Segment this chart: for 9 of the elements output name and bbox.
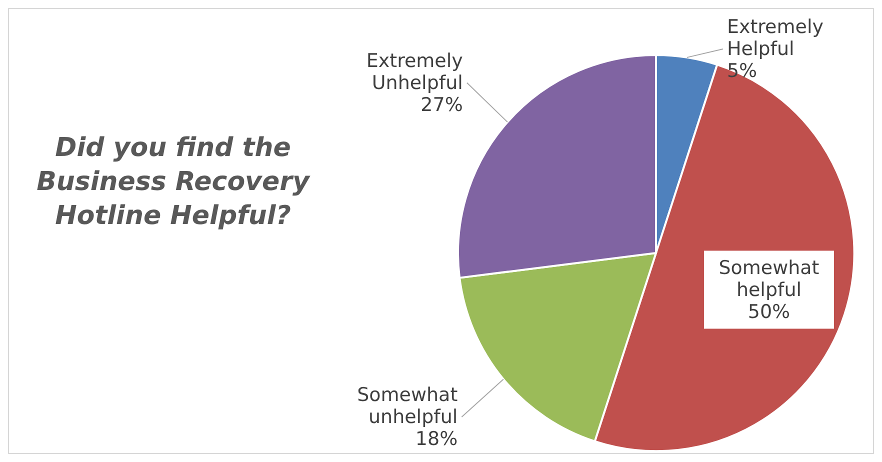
slice-label: Somewhat helpful bbox=[718, 256, 820, 301]
slice-label: Extremely Unhelpful bbox=[366, 50, 463, 94]
data-label: 27% bbox=[420, 94, 463, 116]
slice-label: Extremely Helpful bbox=[726, 16, 824, 60]
data-label: 18% bbox=[415, 428, 458, 450]
text: Did you find the Business Recovery Hotline Helpful? bbox=[36, 133, 310, 231]
slice-label: Somewhat unhelpful bbox=[357, 384, 458, 428]
data-label: 50% bbox=[748, 300, 790, 323]
data-label: 5% bbox=[726, 60, 758, 82]
